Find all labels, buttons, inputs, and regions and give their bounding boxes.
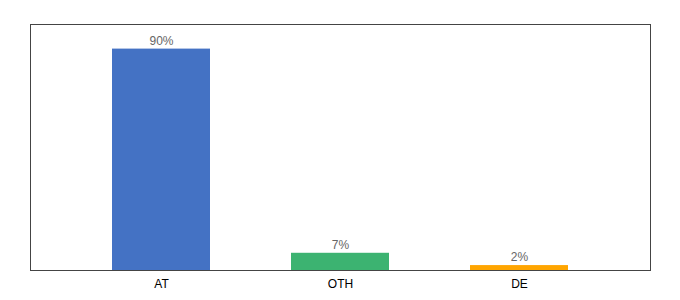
svg-text:OTH: OTH: [328, 277, 353, 291]
svg-text:AT: AT: [154, 277, 169, 291]
svg-text:2%: 2%: [511, 250, 529, 264]
svg-text:DE: DE: [511, 277, 528, 291]
svg-text:90%: 90%: [149, 34, 173, 48]
svg-text:7%: 7%: [332, 238, 350, 252]
